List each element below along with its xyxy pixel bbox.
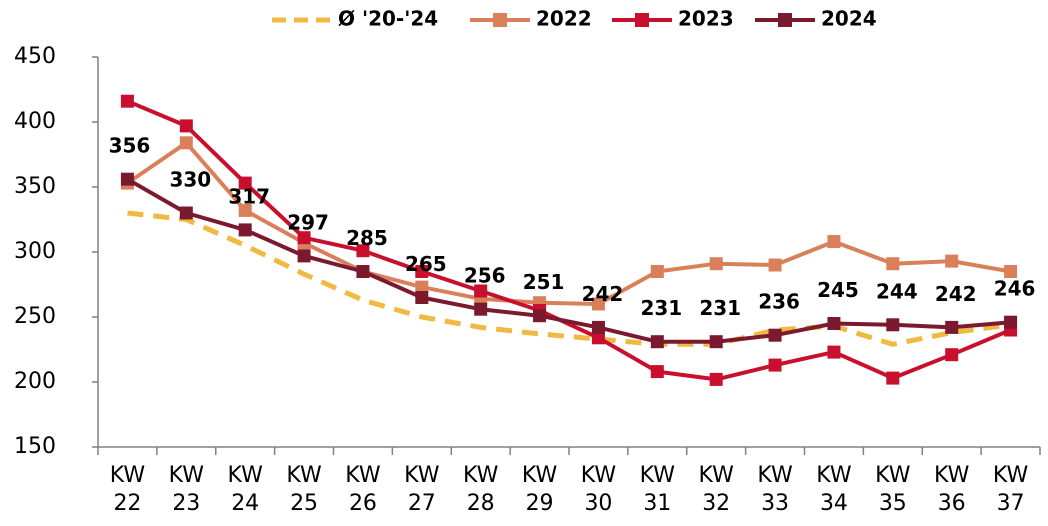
data-label: 297 <box>287 210 329 234</box>
legend-label: 2022 <box>536 7 592 31</box>
data-label: 242 <box>935 282 977 306</box>
legend-marker <box>493 13 507 27</box>
series-line <box>126 177 1011 344</box>
x-tick-label: KW 24 <box>227 463 263 516</box>
series-marker <box>474 302 488 316</box>
y-tick-label: 350 <box>14 174 56 199</box>
x-tick-label: KW 31 <box>639 463 676 516</box>
series-marker <box>1004 315 1018 329</box>
x-tick-label: KW 26 <box>345 463 381 516</box>
series-marker <box>650 335 664 349</box>
data-label: 265 <box>405 252 447 276</box>
data-label: 330 <box>169 168 211 192</box>
y-tick-label: 450 <box>14 44 56 69</box>
series-marker <box>650 265 664 278</box>
legend-label: Ø '20-'24 <box>338 7 438 31</box>
series-marker <box>827 235 841 249</box>
series-marker <box>474 284 488 298</box>
data-label: 317 <box>228 184 270 208</box>
series-marker <box>179 119 193 133</box>
y-tick-label: 250 <box>14 304 56 329</box>
series-marker <box>827 317 841 330</box>
series-marker <box>886 318 900 332</box>
series-marker <box>1004 265 1018 278</box>
data-label: 245 <box>817 278 859 302</box>
series-marker <box>827 345 841 359</box>
x-tick-label: KW 30 <box>580 463 617 516</box>
series-marker <box>591 331 605 345</box>
x-tick-label: KW 32 <box>698 463 734 516</box>
x-tick-label: KW 36 <box>933 463 970 516</box>
series-marker <box>415 291 429 304</box>
data-label: 231 <box>699 296 741 320</box>
series-marker <box>415 265 429 278</box>
x-tick-label: KW 37 <box>992 463 1029 516</box>
series-marker <box>650 365 664 379</box>
data-label: 236 <box>758 290 800 314</box>
series-marker <box>945 320 959 334</box>
series-marker <box>238 223 252 237</box>
y-tick-label: 150 <box>14 434 56 459</box>
series-marker <box>356 265 370 278</box>
series-marker <box>120 94 134 108</box>
x-tick-label: KW 34 <box>816 463 852 516</box>
data-label: 285 <box>346 226 388 250</box>
series-marker <box>886 257 900 271</box>
legend-label: 2024 <box>821 7 877 31</box>
series-marker <box>179 206 193 220</box>
y-tick-label: 300 <box>14 239 56 264</box>
x-tick-label: KW 29 <box>521 463 558 516</box>
series-marker <box>768 358 782 372</box>
y-tick-label: 200 <box>14 369 56 394</box>
legend-marker <box>778 13 792 27</box>
series-marker <box>120 172 134 186</box>
data-label: 356 <box>109 134 151 158</box>
series-marker <box>533 309 547 323</box>
series-marker <box>297 249 311 263</box>
x-tick-label: KW 22 <box>109 463 146 516</box>
data-label: 244 <box>876 279 918 303</box>
series-line <box>127 210 1011 347</box>
series-marker <box>709 257 723 271</box>
y-tick-label: 400 <box>14 109 56 134</box>
data-label: 242 <box>582 282 624 306</box>
series-marker <box>415 280 429 294</box>
series-line <box>126 140 1011 306</box>
x-tick-label: KW 23 <box>168 463 205 516</box>
legend-marker <box>635 13 649 27</box>
data-label: 231 <box>640 296 682 320</box>
x-tick-label: KW 33 <box>757 463 793 516</box>
series-marker <box>238 203 252 217</box>
data-label: 256 <box>464 264 506 288</box>
series-marker <box>591 297 605 311</box>
series-marker <box>591 320 605 334</box>
x-tick-label: KW 28 <box>462 463 499 516</box>
series-marker <box>709 335 723 349</box>
x-tick-label: KW 27 <box>404 463 440 516</box>
series-marker <box>945 254 959 268</box>
x-tick-label: KW 35 <box>875 463 911 516</box>
series-marker <box>768 258 782 272</box>
series-marker <box>179 136 193 150</box>
data-label: 251 <box>523 270 565 294</box>
series-marker <box>709 372 723 386</box>
legend-label: 2023 <box>678 7 734 31</box>
series-marker <box>886 371 900 385</box>
data-label: 246 <box>994 277 1036 301</box>
series-marker <box>238 176 252 190</box>
series-marker <box>768 328 782 342</box>
series-line <box>126 99 1012 382</box>
series-marker <box>356 244 370 258</box>
x-tick-label: KW 25 <box>286 463 322 516</box>
series-marker <box>297 231 311 245</box>
series-marker <box>945 348 959 362</box>
